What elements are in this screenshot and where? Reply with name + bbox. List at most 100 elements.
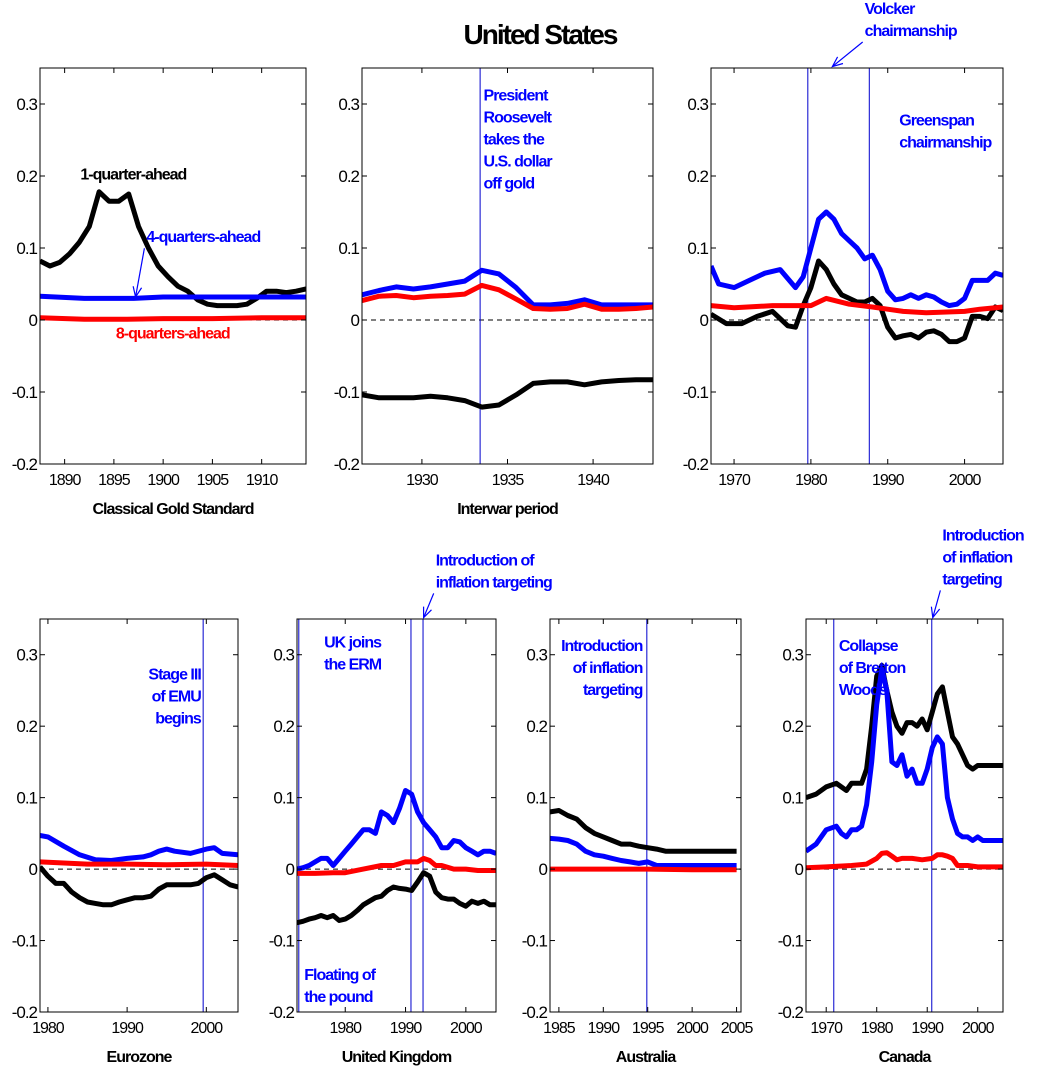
annotation-arrow: [832, 41, 864, 68]
series-line-h4: [362, 267, 653, 308]
axes-box: [361, 67, 654, 465]
x-axis-label: Interwar period: [457, 501, 558, 518]
y-tick-label: -0.2: [269, 1003, 295, 1022]
y-tick-label: 0.2: [338, 167, 359, 186]
x-tick-label: 1890: [49, 472, 82, 489]
annotation-arrowhead: [132, 286, 143, 299]
series-line-h1: [40, 865, 238, 908]
x-tick-label: 1940: [577, 472, 610, 489]
y-tick-label: 0: [351, 311, 360, 330]
y-tick-label: 0.2: [273, 717, 294, 736]
x-tick-label: 1910: [246, 472, 279, 489]
panel-uk: -0.2 -0.1 0 0.1 0.2 0.3 1980 1990 2000 United Kin…: [269, 552, 553, 1066]
y-tick-label: -0.1: [778, 932, 804, 951]
x-tick-label: 1970: [718, 472, 751, 489]
axes-box: [296, 618, 497, 1013]
series-line-h1: [40, 189, 306, 309]
annotation-line: off gold: [484, 175, 535, 192]
annotation-line: Volcker: [865, 1, 915, 18]
panel-gold: -0.2 -0.1 0 0.1 0.2 0.3 1890 1895 1900 1905 1910 Cl…: [12, 67, 307, 518]
annotation-line: Introduction of: [436, 552, 536, 569]
annotation-line: 8-quarters-ahead: [116, 326, 230, 343]
x-axis-label: Canada: [879, 1049, 932, 1066]
series-line-h8: [297, 855, 496, 876]
series-line-h1: [362, 377, 653, 410]
annotation-arrow: [423, 593, 435, 618]
x-tick-label: 1990: [111, 1020, 144, 1037]
x-tick-label: 1930: [406, 472, 439, 489]
x-tick-label: 1980: [329, 1020, 362, 1037]
series-line-h8: [806, 850, 1003, 871]
y-tick-label: 0: [286, 860, 295, 879]
axes-box: [549, 618, 742, 1013]
y-tick-label: -0.2: [334, 455, 360, 474]
annotation-line: Collapse: [839, 638, 899, 655]
annotation: Introduction of inflation targeting: [436, 552, 552, 591]
annotation-line: the pound: [304, 989, 373, 1006]
annotation-line: 4-quarters-ahead: [146, 229, 260, 246]
y-tick-label: 0.3: [338, 95, 359, 114]
panel-australia: -0.2 -0.1 0 0.1 0.2 0.3 1985 1990 1995 2000 2005 Au…: [522, 618, 754, 1066]
x-axis-label: Australia: [616, 1049, 677, 1066]
x-tick-label: 1990: [911, 1020, 944, 1037]
y-tick-label: 0.1: [16, 789, 37, 808]
series-line-h8: [40, 315, 306, 322]
x-tick-label: 1995: [632, 1020, 665, 1037]
annotation-line: chairmanship: [899, 135, 992, 152]
y-tick-label: 0.3: [526, 646, 547, 665]
annotation-line: the ERM: [324, 657, 382, 674]
annotation: Collapse of Bretton Woods: [839, 638, 906, 699]
series-group: [40, 833, 238, 908]
y-tick-label: 0.3: [782, 646, 803, 665]
annotation-line: Woods: [839, 682, 888, 699]
series-line-h4: [40, 293, 306, 301]
annotation-line: targeting: [583, 682, 643, 699]
y-tick-label: 0: [795, 860, 804, 879]
x-tick-label: 2000: [450, 1020, 483, 1037]
annotation-arrow: [932, 590, 941, 618]
y-tick-label: -0.2: [522, 1003, 548, 1022]
series-line-h1: [806, 662, 1003, 800]
x-tick-label: 1990: [872, 472, 905, 489]
y-tick-label: -0.1: [334, 383, 360, 402]
annotation-arrowhead: [422, 606, 432, 619]
annotation: President Roosevelt takes the U.S. dollar of…: [484, 87, 553, 192]
series-line-h8: [550, 866, 737, 873]
series-group: [297, 788, 496, 926]
annotation-line: Greenspan: [899, 113, 974, 130]
y-tick-label: 0.3: [16, 95, 37, 114]
annotation: Stage III of EMU begins: [148, 667, 201, 728]
x-tick-label: 1900: [147, 472, 180, 489]
axes-box: [39, 618, 239, 1013]
annotation: 4-quarters-ahead: [146, 229, 260, 246]
series-group: [711, 209, 1003, 345]
series-group: [550, 808, 737, 873]
y-tick-label: 0.1: [338, 239, 359, 258]
annotation-line: U.S. dollar: [484, 153, 553, 170]
annotation-line: of EMU: [152, 689, 202, 706]
y-tick-label: 0.3: [16, 646, 37, 665]
y-tick-label: 0: [539, 860, 548, 879]
series-line-h8: [362, 282, 653, 312]
annotation-line: inflation targeting: [436, 574, 552, 591]
x-tick-label: 1935: [492, 472, 525, 489]
y-tick-label: 0.3: [687, 95, 708, 114]
y-tick-label: 0.2: [16, 717, 37, 736]
axes-box: [39, 67, 307, 465]
x-tick-label: 1895: [98, 472, 131, 489]
y-tick-label: -0.2: [778, 1003, 804, 1022]
annotation: Introduction of inflation targeting: [561, 638, 643, 699]
figure-title: United States: [464, 19, 618, 50]
y-tick-label: 0.1: [526, 789, 547, 808]
y-tick-label: -0.1: [522, 932, 548, 951]
annotation: Introduction of inflation targeting: [942, 527, 1024, 588]
y-tick-label: -0.1: [12, 383, 38, 402]
annotation-line: President: [484, 87, 550, 104]
annotation-line: targeting: [942, 571, 1002, 588]
annotation-line: of inflation: [573, 660, 643, 677]
annotation: 8-quarters-ahead: [116, 326, 230, 343]
annotation-line: Floating of: [304, 967, 376, 984]
y-tick-label: -0.1: [12, 932, 38, 951]
x-tick-label: 2000: [962, 1020, 995, 1037]
